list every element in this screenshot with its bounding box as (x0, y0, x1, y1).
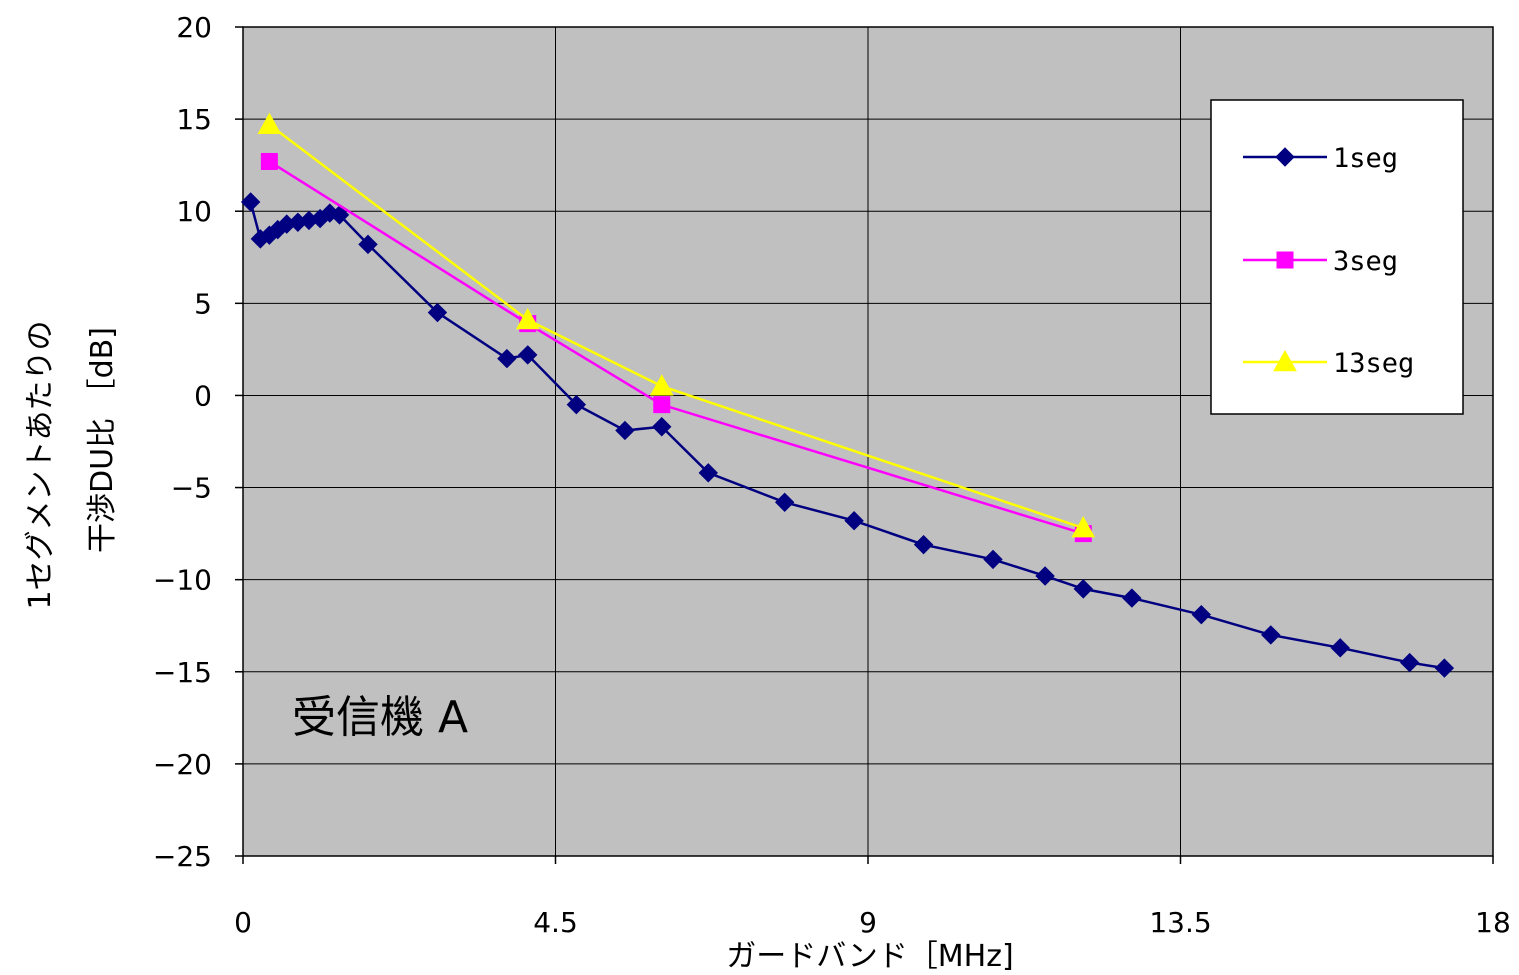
legend: 1seg 3seg 13seg (1210, 99, 1464, 415)
x-tick-label: 18 (1475, 906, 1511, 939)
y-tick-label: 0 (194, 379, 212, 412)
data-point-1seg (1122, 588, 1142, 608)
data-point-1seg (983, 549, 1003, 570)
data-point-1seg (497, 348, 517, 369)
y-tick-label: 15 (176, 103, 212, 136)
legend-label-1seg: 1seg (1333, 143, 1398, 174)
x-axis-title: ガードバンド［MHz] (726, 939, 1013, 974)
data-point-1seg (1434, 658, 1455, 678)
legend-marker-13seg (1273, 349, 1297, 372)
data-point-1seg (615, 420, 635, 441)
y-axis-title-line1: 1セグメントあたりの (23, 320, 58, 609)
y-axis-title-line2: 干渉DU比 ［dB] (85, 327, 120, 553)
data-point-3seg (653, 396, 671, 414)
data-point-1seg (913, 534, 934, 555)
y-tick-label: −5 (171, 472, 212, 505)
x-tick-label: 13.5 (1149, 906, 1211, 939)
series-13seg (257, 112, 1096, 538)
series-1seg (240, 192, 1455, 678)
data-point-13seg (1071, 516, 1096, 538)
data-point-1seg (844, 511, 864, 531)
data-point-1seg (1399, 652, 1420, 673)
data-point-1seg (698, 463, 718, 483)
data-point-1seg (518, 345, 538, 365)
data-point-13seg (515, 307, 540, 330)
y-tick-label: 10 (176, 195, 212, 228)
data-point-1seg (566, 394, 587, 415)
x-tick-label: 0 (234, 906, 252, 939)
data-point-13seg (257, 112, 282, 134)
receiver-annotation: 受信機 A (292, 692, 468, 743)
series-line-13seg (268, 123, 1084, 530)
legend-label-3seg: 3seg (1333, 246, 1398, 277)
data-point-1seg (1073, 579, 1093, 599)
data-point-1seg (329, 205, 350, 225)
legend-label-13seg: 13seg (1333, 348, 1414, 379)
y-tick-label: −15 (153, 656, 212, 689)
y-tick-label: −20 (153, 748, 212, 781)
y-tick-label: −25 (153, 840, 212, 873)
y-tick-labels: 20 15 10 5 0 −5 −10 −15 −20 −25 (153, 11, 243, 873)
y-tick-label: 20 (176, 11, 212, 44)
legend-marker-1seg (1275, 147, 1295, 167)
series-layer (240, 112, 1455, 678)
data-point-1seg (240, 192, 261, 212)
legend-marker-3seg (1276, 251, 1294, 269)
x-tick-labels: 0 4.5 9 13.5 18 (234, 856, 1511, 939)
data-point-1seg (1035, 566, 1055, 586)
y-tick-label: 5 (194, 287, 212, 320)
data-point-1seg (1330, 638, 1350, 658)
series-line-3seg (268, 160, 1084, 535)
data-point-13seg (649, 374, 674, 396)
data-point-1seg (1191, 604, 1212, 625)
data-point-1seg (652, 417, 672, 437)
data-point-1seg (1261, 625, 1281, 645)
y-tick-label: −10 (153, 564, 212, 597)
data-point-1seg (774, 492, 795, 513)
x-tick-label: 9 (859, 906, 877, 939)
data-point-1seg (427, 302, 448, 323)
x-tick-label: 4.5 (533, 906, 578, 939)
data-point-3seg (260, 152, 278, 170)
data-point-1seg (358, 234, 378, 255)
